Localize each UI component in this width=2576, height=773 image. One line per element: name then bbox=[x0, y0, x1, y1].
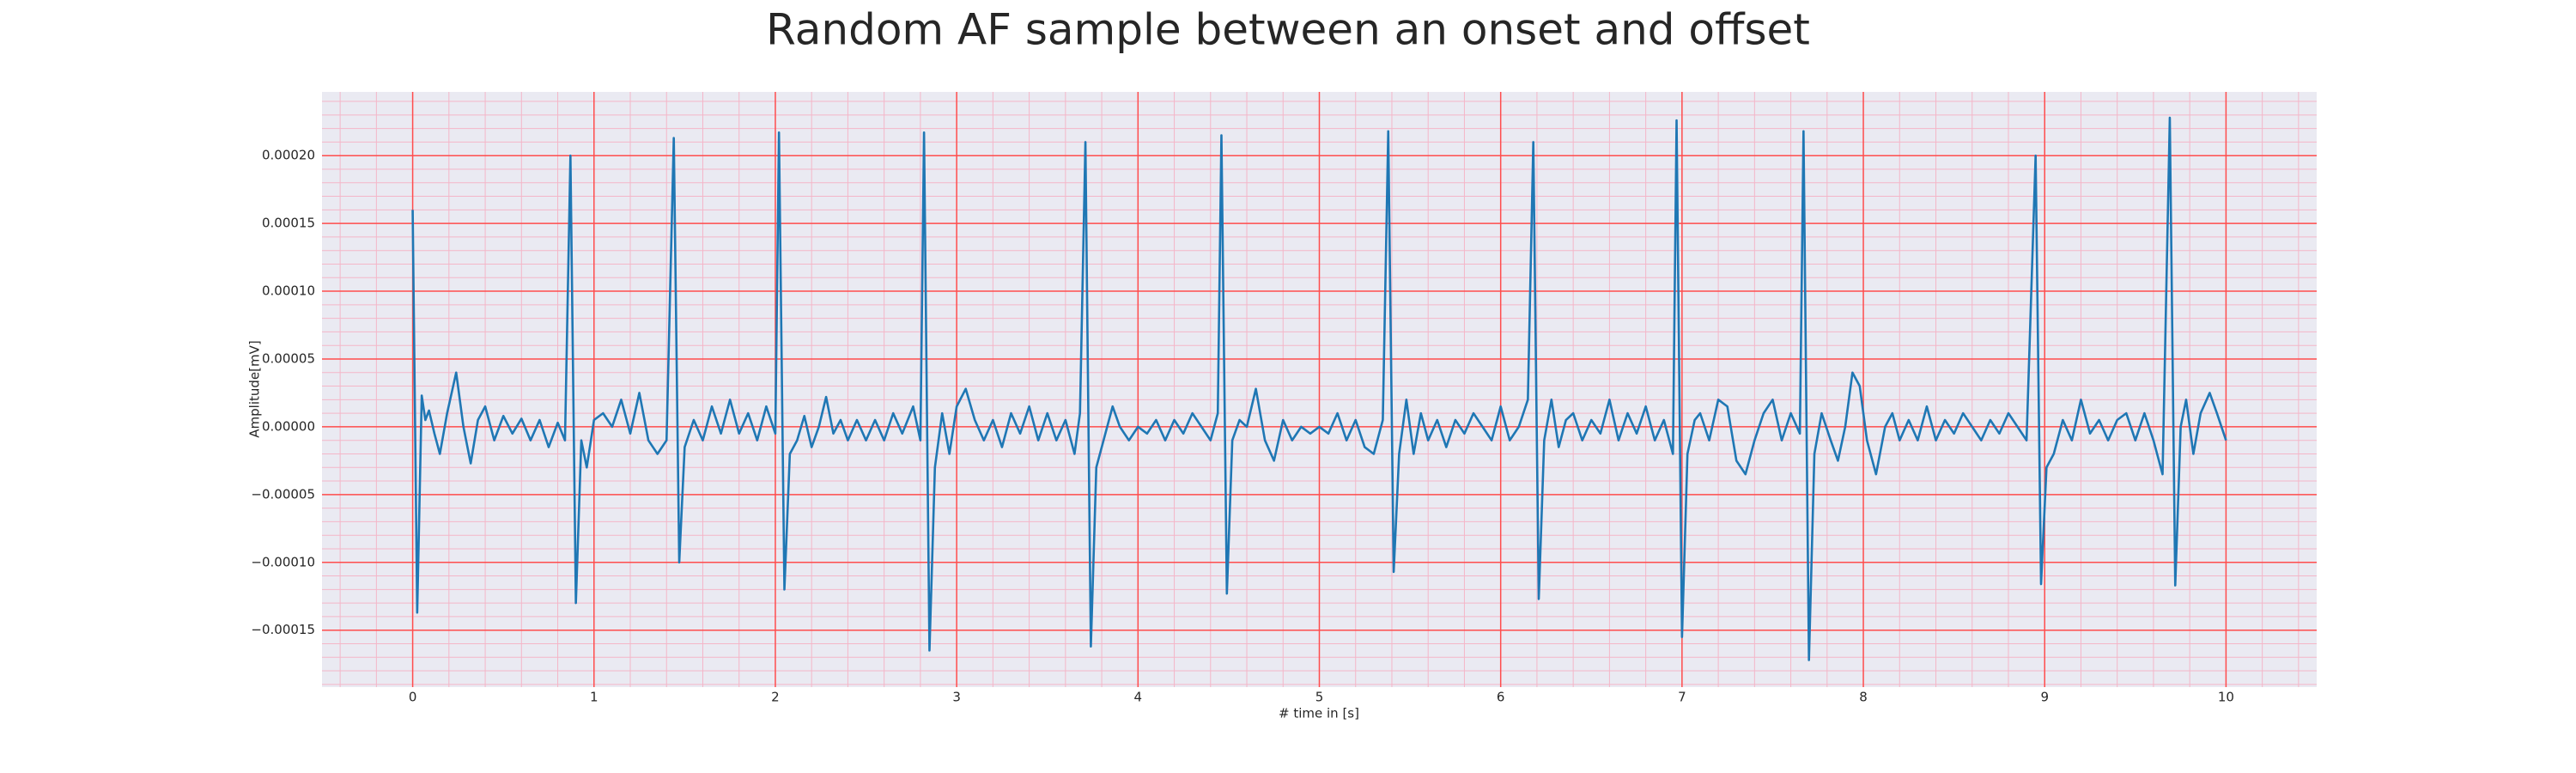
x-tick-label: 4 bbox=[1134, 690, 1143, 705]
y-tick-label: 0.00000 bbox=[262, 418, 315, 434]
y-tick-label: 0.00020 bbox=[262, 148, 315, 163]
x-tick-label: 9 bbox=[2040, 690, 2049, 705]
x-tick-label: 0 bbox=[409, 690, 417, 705]
x-tick-label: 7 bbox=[1678, 690, 1686, 705]
chart-title: Random AF sample between an onset and of… bbox=[766, 5, 1810, 55]
x-tick-label: 5 bbox=[1315, 690, 1324, 705]
y-tick-label: −0.00010 bbox=[251, 554, 315, 569]
y-axis-label: Amplitude[mV] bbox=[247, 340, 263, 437]
x-axis-label: # time in [s] bbox=[1279, 706, 1359, 721]
y-tick-label: 0.00010 bbox=[262, 283, 315, 299]
y-tick-label: −0.00015 bbox=[251, 622, 315, 637]
x-tick-label: 6 bbox=[1497, 690, 1505, 705]
x-tick-label: 10 bbox=[2218, 690, 2234, 705]
x-tick-label: 8 bbox=[1859, 690, 1868, 705]
ecg-line bbox=[411, 116, 2227, 661]
y-tick-label: −0.00005 bbox=[251, 486, 315, 502]
x-tick-label: 2 bbox=[771, 690, 780, 705]
y-tick-label: 0.00015 bbox=[262, 216, 315, 231]
x-tick-label: 1 bbox=[590, 690, 598, 705]
y-tick-label: 0.00005 bbox=[262, 350, 315, 366]
x-tick-label: 3 bbox=[952, 690, 961, 705]
